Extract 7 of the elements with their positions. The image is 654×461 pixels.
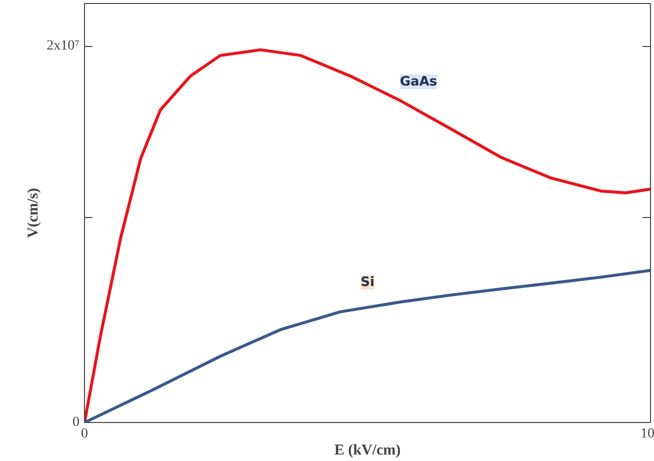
annotation: Si: [360, 274, 374, 290]
x-axis-title: E (kV/cm): [334, 442, 401, 458]
y-tick-label: 2x10⁷: [46, 38, 80, 54]
annotation: GaAs: [400, 74, 438, 90]
y-axis-title: V(cm/s): [26, 188, 42, 238]
line-series: [84, 268, 650, 422]
x-tick-label: 10: [640, 426, 654, 442]
